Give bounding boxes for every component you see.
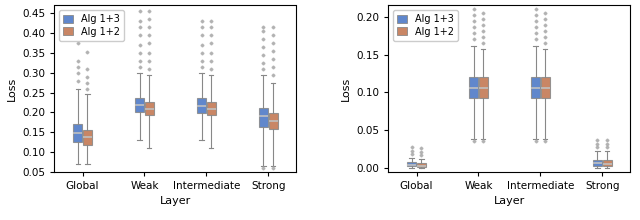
PathPatch shape [83,130,92,145]
Legend: Alg 1+3, Alg 1+2: Alg 1+3, Alg 1+2 [60,10,124,40]
Y-axis label: Loss: Loss [6,76,17,101]
PathPatch shape [531,77,540,98]
Y-axis label: Loss: Loss [340,76,351,101]
PathPatch shape [145,102,154,115]
PathPatch shape [73,124,83,142]
X-axis label: Layer: Layer [494,196,525,206]
PathPatch shape [269,113,278,129]
X-axis label: Layer: Layer [160,196,191,206]
PathPatch shape [197,98,206,113]
PathPatch shape [541,77,550,98]
PathPatch shape [479,77,488,98]
PathPatch shape [207,102,216,115]
PathPatch shape [469,77,478,98]
PathPatch shape [135,98,144,112]
Legend: Alg 1+3, Alg 1+2: Alg 1+3, Alg 1+2 [393,10,458,40]
PathPatch shape [602,160,612,166]
PathPatch shape [417,163,426,167]
PathPatch shape [407,162,416,166]
PathPatch shape [259,108,268,127]
PathPatch shape [593,160,602,166]
